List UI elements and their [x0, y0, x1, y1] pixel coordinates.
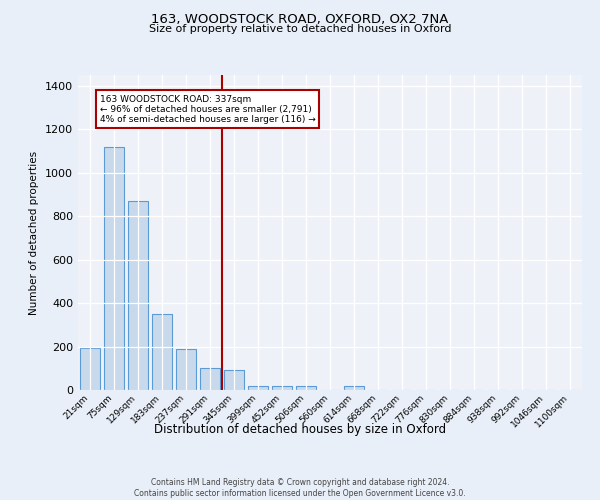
Text: 163 WOODSTOCK ROAD: 337sqm
← 96% of detached houses are smaller (2,791)
4% of se: 163 WOODSTOCK ROAD: 337sqm ← 96% of deta…: [100, 94, 316, 124]
Bar: [104, 146, 124, 390]
Bar: [152, 314, 172, 390]
Y-axis label: Number of detached properties: Number of detached properties: [29, 150, 40, 314]
Bar: [344, 386, 364, 390]
Bar: [200, 368, 220, 390]
Bar: [296, 386, 316, 390]
Bar: [80, 348, 100, 390]
Text: Size of property relative to detached houses in Oxford: Size of property relative to detached ho…: [149, 24, 451, 34]
Text: 163, WOODSTOCK ROAD, OXFORD, OX2 7NA: 163, WOODSTOCK ROAD, OXFORD, OX2 7NA: [151, 12, 449, 26]
Bar: [272, 386, 292, 390]
Bar: [128, 201, 148, 390]
Text: Contains HM Land Registry data © Crown copyright and database right 2024.
Contai: Contains HM Land Registry data © Crown c…: [134, 478, 466, 498]
Bar: [176, 348, 196, 390]
Bar: [248, 386, 268, 390]
Text: Distribution of detached houses by size in Oxford: Distribution of detached houses by size …: [154, 422, 446, 436]
Bar: [224, 370, 244, 390]
